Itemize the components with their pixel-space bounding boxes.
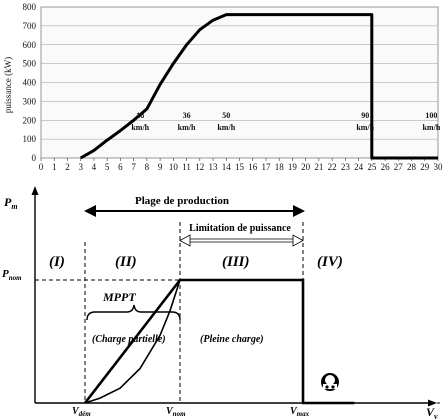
top-x-tick-label: 4 — [92, 162, 97, 172]
top-x-tick-label: 19 — [288, 162, 298, 172]
top-x-tick-label: 29 — [420, 162, 430, 172]
top-x-tick-label: 20 — [301, 162, 311, 172]
speed-annotation-unit: km/h — [356, 123, 374, 132]
speed-annotation-value: 100 — [425, 111, 437, 120]
top-x-tick-label: 12 — [195, 162, 204, 172]
top-y-tick-label: 400 — [23, 78, 37, 88]
top-x-tick-label: 25 — [367, 162, 377, 172]
top-y-tick-label: 100 — [23, 134, 37, 144]
top-y-tick-label: 0 — [32, 153, 37, 163]
speed-annotation-value: 50 — [222, 111, 230, 120]
top-y-tick-label: 700 — [23, 21, 37, 31]
v-max-label: Vmax — [290, 406, 310, 418]
production-arrowhead-right — [293, 205, 305, 217]
v-nom-label: Vnom — [166, 406, 186, 418]
region-ii-label: (II) — [115, 254, 137, 270]
y-axis-arrowhead — [31, 186, 39, 195]
limitation-label: Limitation de puissance — [189, 223, 291, 234]
top-x-tick-label: 16 — [248, 162, 258, 172]
v-v-label: Vv — [426, 405, 438, 420]
speed-annotation-unit: km/h — [217, 123, 235, 132]
region-iv-label: (IV) — [317, 254, 343, 270]
speed-annotation-unit: km/h — [131, 123, 149, 132]
top-y-tick-label: 200 — [23, 115, 37, 125]
limitation-arrowhead-right — [292, 234, 304, 247]
top-y-tick-label: 800 — [23, 2, 37, 12]
top-x-tick-label: 1 — [52, 162, 57, 172]
top-x-tick-label: 14 — [222, 162, 232, 172]
region-iii-label: (III) — [222, 254, 250, 270]
top-x-tick-label: 5 — [105, 162, 110, 172]
mppt-brace — [86, 304, 181, 321]
top-x-tick-label: 15 — [235, 162, 245, 172]
top-x-tick-label: 7 — [131, 162, 136, 172]
limitation-arrowhead-left — [179, 234, 191, 247]
production-range-label: Plage de production — [135, 195, 229, 207]
top-x-tick-label: 17 — [261, 162, 271, 172]
top-y-tick-label: 300 — [23, 96, 37, 106]
top-y-axis-label: puissance (kW) — [3, 57, 13, 113]
top-speed-annotations: 18 km/h 36 km/h 50 km/h 90 km/h 100 km/h — [131, 111, 440, 132]
top-x-tick-label: 28 — [407, 162, 417, 172]
top-x-tick-label: 13 — [209, 162, 219, 172]
speed-annotation-unit: km/h — [422, 123, 440, 132]
top-x-tick-label: 24 — [354, 162, 364, 172]
v-dem-label: Vdém — [72, 406, 91, 418]
production-arrowhead-left — [84, 205, 96, 217]
top-x-tick-label: 9 — [158, 162, 163, 172]
top-x-tick-label: 21 — [314, 162, 323, 172]
top-x-tick-label: 8 — [145, 162, 150, 172]
full-load-label: (Pleine charge) — [200, 334, 264, 345]
power-curve-line — [83, 278, 355, 405]
speed-annotation-value: 18 — [136, 111, 144, 120]
top-y-ticks: 0 100 200 300 400 500 600 700 800 — [23, 2, 37, 163]
top-x-tick-label: 6 — [118, 162, 123, 172]
p-nom-label: Pnom — [2, 268, 22, 282]
top-x-tick-label: 22 — [328, 162, 337, 172]
top-x-tick-label: 26 — [381, 162, 391, 172]
cubic-curve-line — [84, 279, 181, 404]
top-y-tick-label: 600 — [23, 40, 37, 50]
p-m-label: Pm — [4, 195, 18, 211]
region-i-label: (I) — [49, 254, 65, 270]
bottom-operating-zones-chart: Pm Vv Pnom Plage de production Limitatio… — [2, 186, 440, 420]
speed-annotation-value: 90 — [361, 111, 369, 120]
stop-turbine-icon — [321, 373, 339, 391]
speed-annotation-unit: km/h — [178, 123, 196, 132]
top-x-tick-label: 18 — [275, 162, 285, 172]
top-x-tick-label: 30 — [434, 162, 444, 172]
top-x-tick-label: 11 — [182, 162, 191, 172]
mppt-label: MPPT — [102, 290, 136, 304]
top-x-ticks: 0 1 2 3 4 5 6 7 8 9 10 11 12 13 14 15 16 17 18 19 20 21 22 23 24… — [39, 158, 443, 172]
top-x-tick-label: 3 — [78, 162, 83, 172]
top-x-tick-label: 27 — [394, 162, 404, 172]
power-series-line — [79, 13, 438, 160]
partial-load-label: (Charge partielle) — [92, 334, 166, 345]
top-x-tick-label: 0 — [39, 162, 44, 172]
top-y-tick-label: 500 — [23, 59, 37, 69]
top-x-tick-label: 2 — [65, 162, 70, 172]
top-x-tick-label: 23 — [341, 162, 351, 172]
top-x-tick-label: 10 — [169, 162, 179, 172]
speed-annotation-value: 36 — [183, 111, 191, 120]
